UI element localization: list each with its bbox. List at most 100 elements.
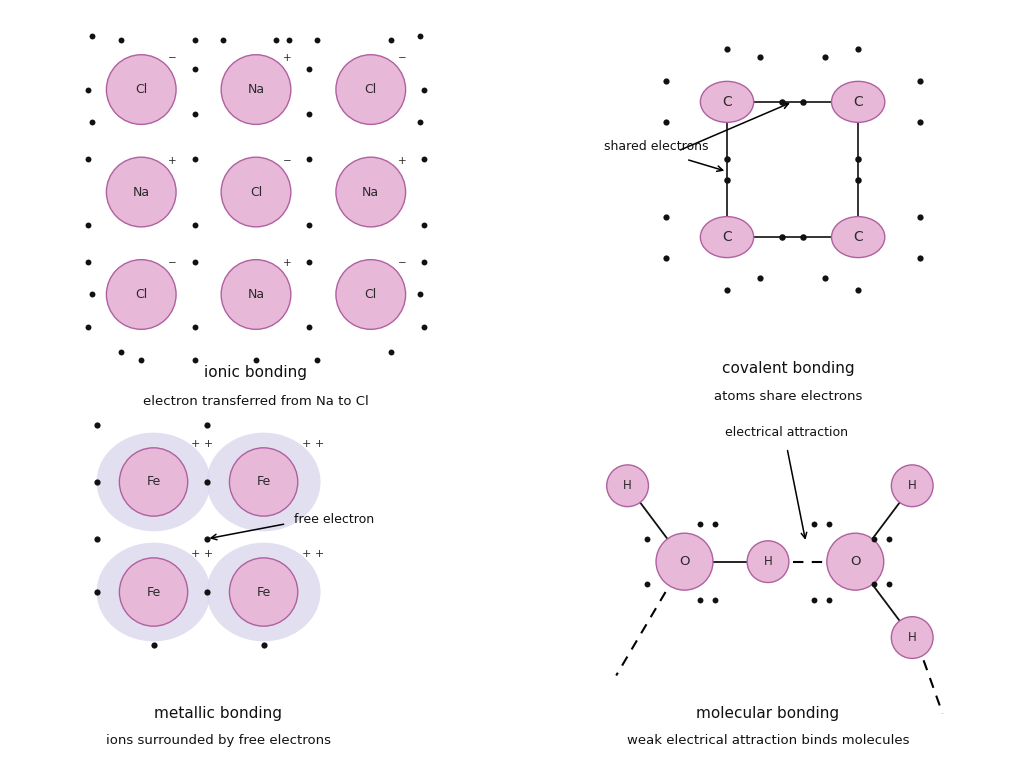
Point: [911, 210, 928, 222]
Circle shape: [336, 157, 406, 227]
Point: [412, 288, 428, 301]
Text: ionic bonding: ionic bonding: [205, 365, 307, 380]
Circle shape: [336, 260, 406, 329]
Point: [199, 419, 215, 431]
Point: [113, 346, 129, 358]
Point: [416, 219, 432, 231]
Text: molecular bonding: molecular bonding: [696, 706, 840, 721]
Circle shape: [336, 55, 406, 124]
Text: Na: Na: [133, 185, 150, 199]
Text: electrical attraction: electrical attraction: [725, 426, 849, 439]
Point: [88, 476, 104, 488]
Point: [215, 34, 231, 46]
Text: C: C: [722, 230, 732, 244]
Ellipse shape: [700, 81, 754, 122]
Point: [383, 34, 399, 46]
Point: [113, 34, 129, 46]
Point: [301, 321, 317, 333]
Circle shape: [120, 448, 187, 516]
Text: −: −: [283, 156, 292, 165]
Point: [301, 63, 317, 75]
Text: weak electrical attraction binds molecules: weak electrical attraction binds molecul…: [627, 733, 909, 747]
Point: [186, 256, 203, 268]
Point: [80, 83, 96, 96]
Text: Na: Na: [362, 185, 379, 199]
Point: [752, 51, 768, 63]
Point: [301, 219, 317, 231]
Text: +: +: [397, 156, 407, 165]
Ellipse shape: [207, 543, 321, 641]
Text: H: H: [908, 631, 916, 644]
Text: + +: + +: [301, 549, 324, 559]
Point: [911, 251, 928, 263]
Point: [88, 586, 104, 598]
Circle shape: [120, 558, 187, 626]
Circle shape: [106, 55, 176, 124]
Text: Fe: Fe: [256, 475, 270, 489]
Text: Cl: Cl: [365, 83, 377, 96]
Point: [657, 210, 674, 222]
Point: [657, 75, 674, 87]
Text: H: H: [908, 479, 916, 493]
Text: Cl: Cl: [135, 83, 147, 96]
Point: [657, 116, 674, 128]
Text: −: −: [168, 258, 177, 268]
Point: [795, 231, 811, 243]
Text: C: C: [853, 230, 863, 244]
Text: O: O: [679, 555, 690, 568]
Text: −: −: [718, 555, 727, 568]
Point: [88, 533, 104, 545]
Text: + +: + +: [191, 549, 214, 559]
Point: [84, 288, 100, 301]
Text: Fe: Fe: [146, 475, 161, 489]
Circle shape: [106, 260, 176, 329]
Point: [719, 285, 735, 297]
Point: [133, 354, 150, 366]
Point: [268, 34, 285, 46]
Point: [186, 354, 203, 366]
Point: [850, 153, 866, 165]
Circle shape: [891, 616, 933, 658]
Point: [774, 96, 791, 108]
Text: Fe: Fe: [146, 585, 161, 599]
Circle shape: [656, 533, 713, 591]
Text: +: +: [283, 53, 292, 63]
Ellipse shape: [831, 81, 885, 122]
Point: [817, 51, 834, 63]
Point: [416, 321, 432, 333]
Point: [412, 30, 428, 43]
Ellipse shape: [700, 216, 754, 257]
Circle shape: [748, 540, 788, 583]
Point: [186, 153, 203, 165]
Point: [80, 219, 96, 231]
Point: [412, 116, 428, 128]
Point: [309, 34, 326, 46]
Point: [805, 594, 821, 606]
Text: C: C: [853, 95, 863, 109]
Point: [383, 346, 399, 358]
Text: +: +: [283, 258, 292, 268]
Point: [850, 174, 866, 186]
Point: [820, 594, 837, 606]
Point: [850, 43, 866, 55]
Point: [186, 321, 203, 333]
Point: [186, 34, 203, 46]
Text: −: −: [397, 258, 407, 268]
Text: Na: Na: [248, 83, 264, 96]
Point: [707, 594, 723, 606]
Point: [657, 251, 674, 263]
Point: [719, 174, 735, 186]
Point: [199, 586, 215, 598]
Point: [80, 256, 96, 268]
Point: [911, 116, 928, 128]
Point: [866, 533, 883, 545]
Point: [301, 256, 317, 268]
Point: [795, 96, 811, 108]
Text: metallic bonding: metallic bonding: [154, 706, 282, 721]
Text: covalent bonding: covalent bonding: [722, 361, 855, 376]
Point: [248, 354, 264, 366]
Point: [199, 476, 215, 488]
Circle shape: [106, 157, 176, 227]
Point: [145, 639, 162, 651]
Point: [84, 30, 100, 43]
